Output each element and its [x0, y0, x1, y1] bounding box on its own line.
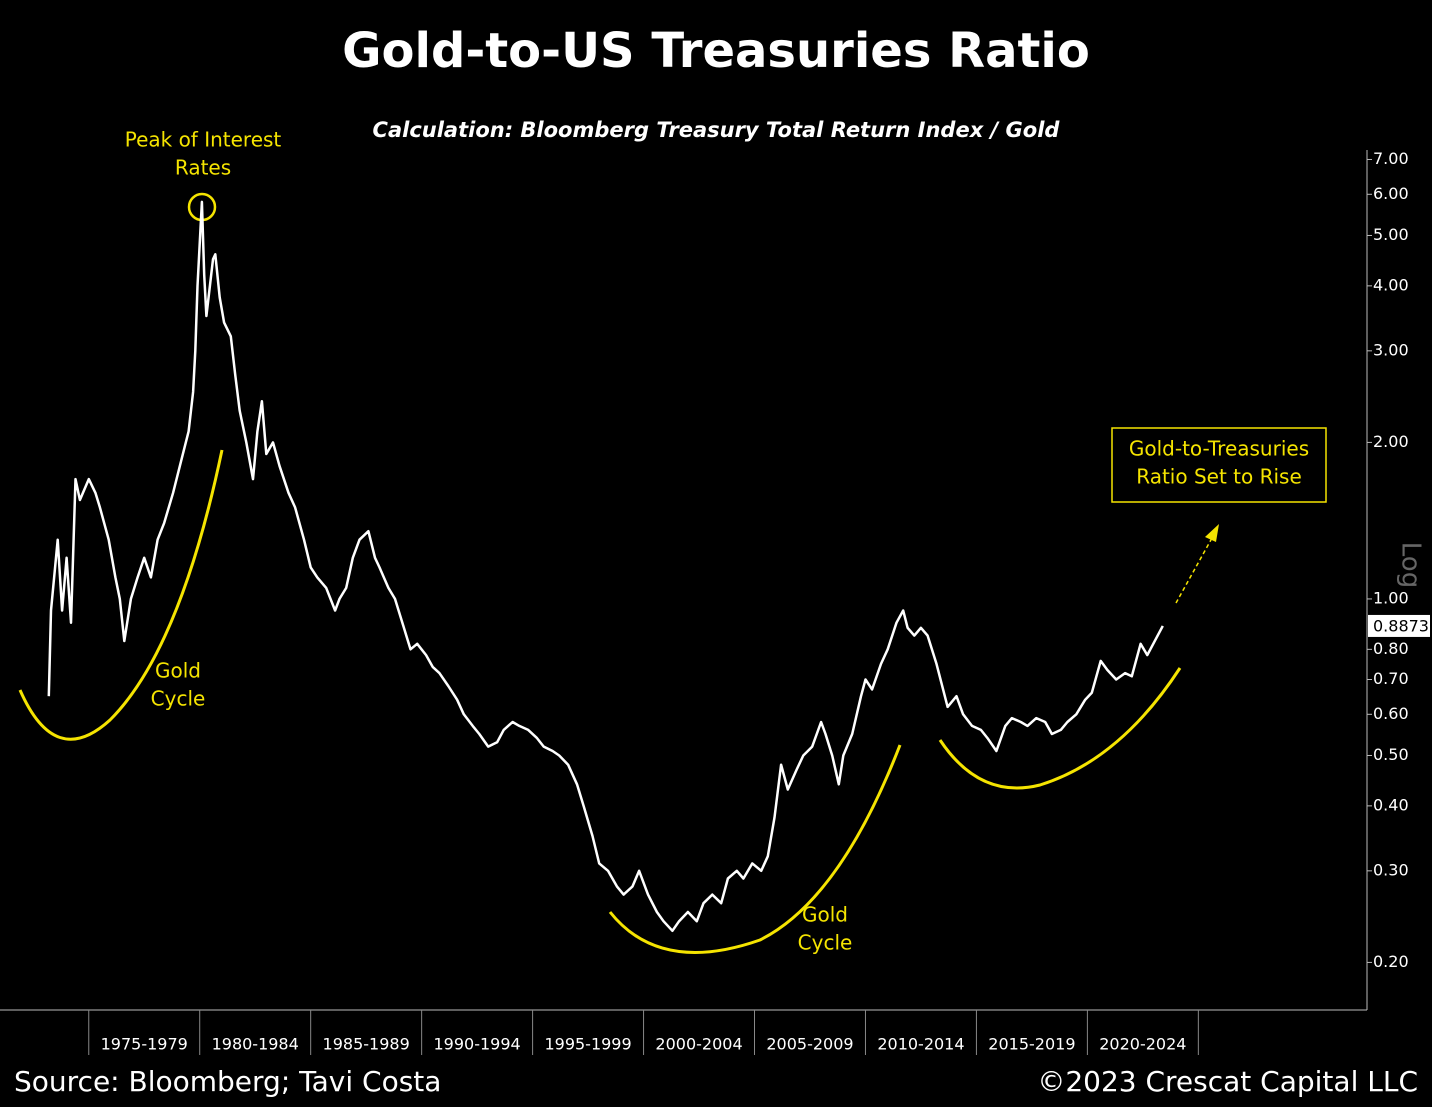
- y-tick-label: 7.00: [1373, 149, 1409, 168]
- y-tick-label: 5.00: [1373, 225, 1409, 244]
- gold-cycle-2: Cycle: [798, 931, 853, 955]
- copyright: ©2023 Crescat Capital LLC: [1037, 1065, 1418, 1098]
- x-tick-label: 2000-2004: [655, 1035, 742, 1054]
- peak-annotation: Rates: [175, 156, 231, 180]
- outlook-frame: [1111, 427, 1327, 503]
- gold-cycle-2: Gold: [802, 903, 848, 927]
- y-tick-label: 0.60: [1373, 704, 1409, 723]
- y-tick-label: 1.00: [1373, 588, 1409, 607]
- x-tick-label: 1980-1984: [212, 1035, 299, 1054]
- y-tick-label: 0.70: [1373, 669, 1409, 688]
- x-tick-label: 1985-1989: [323, 1035, 410, 1054]
- outlook-arrow: [1175, 537, 1213, 604]
- scale-label: Log: [1396, 542, 1426, 588]
- y-tick-label: 0.40: [1373, 795, 1409, 814]
- y-tick-label: 4.00: [1373, 275, 1409, 294]
- last-value-label: 0.8873: [1373, 616, 1429, 635]
- chart-title: Gold-to-US Treasuries Ratio: [342, 23, 1090, 79]
- y-tick-label: 0.30: [1373, 860, 1409, 879]
- x-tick-label: 1990-1994: [434, 1035, 521, 1054]
- x-tick-label: 1975-1979: [101, 1035, 188, 1054]
- gold-cycle-1: Cycle: [151, 687, 206, 711]
- x-tick-label: 2005-2009: [766, 1035, 853, 1054]
- gold-cycle-1: Gold: [155, 659, 201, 683]
- x-tick-label: 2015-2019: [988, 1035, 1075, 1054]
- y-tick-label: 0.80: [1373, 639, 1409, 658]
- y-tick-label: 6.00: [1373, 184, 1409, 203]
- y-tick-label: 0.20: [1373, 952, 1409, 971]
- y-tick-label: 3.00: [1373, 340, 1409, 359]
- y-tick-label: 2.00: [1373, 432, 1409, 451]
- peak-annotation: Peak of Interest: [125, 128, 282, 152]
- ratio-line: [47, 200, 1164, 933]
- chart-subtitle: Calculation: Bloomberg Treasury Total Re…: [373, 118, 1061, 142]
- x-tick-label: 1995-1999: [544, 1035, 631, 1054]
- last-value-box: [1368, 614, 1430, 637]
- x-tick-label: 2010-2014: [877, 1035, 964, 1054]
- cycle-arc: [18, 449, 224, 741]
- cycle-arc: [938, 667, 1182, 790]
- x-tick-label: 2020-2024: [1099, 1035, 1186, 1054]
- cycle-arc: [608, 744, 902, 954]
- y-tick-label: 0.50: [1373, 745, 1409, 764]
- decorations: [18, 192, 1327, 954]
- arrow-head: [1205, 524, 1219, 542]
- outlook-box: Ratio Set to Rise: [1136, 465, 1302, 489]
- source: Source: Bloomberg; Tavi Costa: [14, 1065, 441, 1098]
- outlook-box: Gold-to-Treasuries: [1129, 437, 1309, 461]
